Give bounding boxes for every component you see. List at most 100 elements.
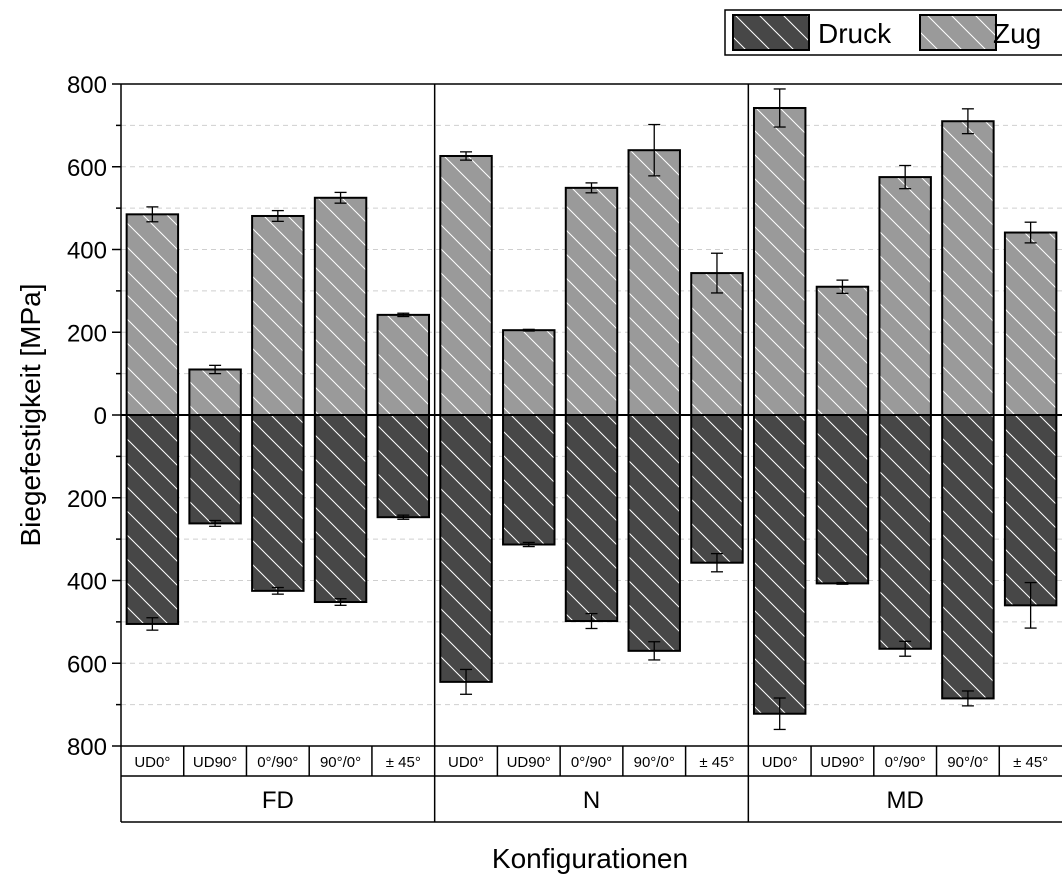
y-tick-label: 400 <box>67 238 107 265</box>
bar-druck-fd-1 <box>125 414 180 625</box>
group-label-md: MD <box>887 787 924 814</box>
bar-zug-n-5 <box>690 272 744 416</box>
bar-zug-md-1 <box>752 106 807 416</box>
bar-zug-md-4 <box>941 120 995 417</box>
error-bar-zug <box>1024 221 1037 244</box>
category-label: ± 45° <box>1013 754 1048 771</box>
bar-druck-n-5 <box>690 414 744 564</box>
error-bar-zug <box>209 364 222 375</box>
error-bar-druck <box>648 641 661 661</box>
x-axis-title: Konfigurationen <box>492 843 688 874</box>
bar-zug-n-4 <box>627 149 681 416</box>
axes <box>112 83 1062 822</box>
error-bar-druck <box>1024 581 1037 629</box>
error-bar-zug <box>773 88 786 128</box>
bar-druck-md-1 <box>752 414 807 715</box>
bar-druck-n-2 <box>502 414 556 546</box>
error-bar-zug <box>836 279 849 295</box>
error-bar-druck <box>334 598 347 606</box>
error-bar-druck <box>271 586 284 595</box>
bar-zug-fd-2 <box>188 368 242 416</box>
bar-druck-md-3 <box>878 414 932 650</box>
bar-druck-fd-2 <box>188 414 242 525</box>
error-bar-zug <box>146 206 159 223</box>
bar-zug-md-2 <box>815 285 870 416</box>
y-tick-label: 800 <box>67 734 107 761</box>
error-bar-druck <box>397 514 410 520</box>
category-label: 0°/90° <box>885 754 926 771</box>
bar-zug-n-1 <box>439 154 493 416</box>
category-label: UD90° <box>193 754 237 771</box>
error-bar-zug <box>710 252 723 294</box>
category-label: 0°/90° <box>571 754 612 771</box>
category-label: ± 45° <box>386 754 421 771</box>
y-tick-label: 600 <box>67 155 107 182</box>
legend-swatch-zug <box>919 14 997 51</box>
bar-druck-n-4 <box>627 414 681 652</box>
y-tick-label: 600 <box>67 651 107 678</box>
bar-druck-fd-4 <box>313 414 368 604</box>
error-bar-druck <box>146 617 159 631</box>
error-bar-zug <box>271 209 284 223</box>
category-label: 90°/0° <box>320 754 361 771</box>
error-bar-zug <box>961 108 974 135</box>
bar-druck-md-2 <box>815 414 870 585</box>
error-bar-druck <box>836 581 849 585</box>
error-bar-zug <box>585 182 598 194</box>
y-tick-label: 800 <box>67 72 107 99</box>
bar-druck-n-1 <box>439 414 493 683</box>
bar-zug-fd-3 <box>251 214 305 416</box>
error-bar-druck <box>460 668 473 695</box>
y-tick-label: 400 <box>67 569 107 596</box>
category-label: UD0° <box>448 754 484 771</box>
legend: Druck Zug <box>724 9 1062 56</box>
error-bar-zug <box>460 151 473 161</box>
bar-zug-fd-5 <box>376 313 431 416</box>
legend-label-zug: Zug <box>993 18 1041 49</box>
bar-druck-fd-3 <box>251 414 305 592</box>
bar-zug-md-5 <box>1003 231 1058 416</box>
y-axis-title: Biegefestigkeit [MPa] <box>15 283 46 546</box>
error-bar-druck <box>961 690 974 707</box>
error-bar-druck <box>209 519 222 527</box>
error-bar-druck <box>899 640 912 657</box>
legend-swatch-druck <box>732 14 810 51</box>
bar-druck-n-3 <box>564 414 619 623</box>
category-label: 90°/0° <box>634 754 675 771</box>
category-label: UD0° <box>762 754 798 771</box>
legend-label-druck: Druck <box>818 18 892 49</box>
error-bar-zug <box>648 123 661 177</box>
error-bar-zug <box>397 312 410 318</box>
error-bar-zug <box>522 328 535 332</box>
category-label: 90°/0° <box>947 754 988 771</box>
group-label-n: N <box>583 787 600 814</box>
bar-zug-md-3 <box>878 176 932 416</box>
category-table: UD0° UD90° 0°/90° 90°/0° ± 45° FD UD0° UD90° 0°/… <box>121 745 1062 823</box>
y-tick-label: 200 <box>67 486 107 513</box>
category-label: UD90° <box>820 754 864 771</box>
bar-zug-n-2 <box>502 329 556 416</box>
bar-zug-fd-4 <box>313 196 368 416</box>
error-bar-druck <box>773 697 786 731</box>
bar-druck-fd-5 <box>376 414 431 519</box>
y-tick-label: 200 <box>67 320 107 347</box>
y-tick-labels: 800 600 400 200 0 200 400 600 800 <box>67 72 107 761</box>
error-bar-zug <box>899 164 912 190</box>
bar-druck-md-5 <box>1003 414 1058 607</box>
bar-zug-fd-1 <box>125 213 180 416</box>
group-label-fd: FD <box>262 787 294 814</box>
error-bars <box>146 88 1037 731</box>
category-label: 0°/90° <box>257 754 298 771</box>
error-bar-druck <box>585 612 598 630</box>
category-label: ± 45° <box>699 754 734 771</box>
bar-zug-n-3 <box>564 186 619 416</box>
error-bar-druck <box>522 541 535 548</box>
error-bar-druck <box>710 552 723 573</box>
category-label: UD0° <box>134 754 170 771</box>
bars <box>125 106 1058 715</box>
bar-druck-md-4 <box>941 414 995 700</box>
y-tick-label: 0 <box>94 403 107 430</box>
error-bar-zug <box>334 191 347 204</box>
category-label: UD90° <box>507 754 551 771</box>
